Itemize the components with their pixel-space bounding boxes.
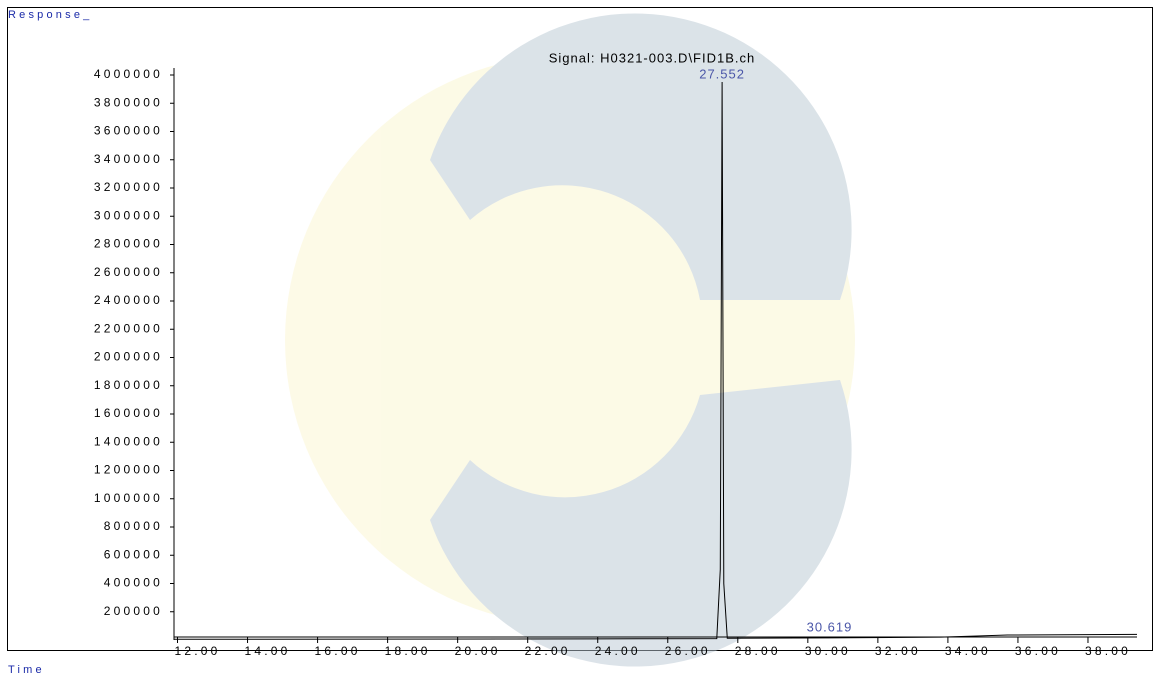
x-tick-label: 32.00 xyxy=(875,644,921,658)
x-tick-label: 28.00 xyxy=(735,644,781,658)
x-tick-label: 38.00 xyxy=(1085,644,1131,658)
y-tick-label: 3000000 xyxy=(94,208,163,222)
y-tick-label: 800000 xyxy=(104,519,163,533)
y-tick-label: 1400000 xyxy=(94,434,163,448)
chart-title: Signal: H0321-003.D\FID1B.ch xyxy=(549,50,755,65)
x-tick-label: 26.00 xyxy=(665,644,711,658)
y-axis-label: Response_ xyxy=(8,9,92,21)
y-tick-label: 3600000 xyxy=(94,124,163,138)
y-tick-label: 2200000 xyxy=(94,321,163,335)
x-tick-label: 12.00 xyxy=(174,644,220,658)
y-tick-label: 3200000 xyxy=(94,180,163,194)
y-tick-label: 4000000 xyxy=(94,67,163,81)
x-tick-label: 16.00 xyxy=(315,644,361,658)
x-tick-label: 34.00 xyxy=(945,644,991,658)
x-tick-label: 18.00 xyxy=(385,644,431,658)
y-tick-label: 2000000 xyxy=(94,350,163,364)
y-tick-label: 200000 xyxy=(104,604,163,618)
y-tick-label: 2600000 xyxy=(94,265,163,279)
y-tick-label: 600000 xyxy=(104,547,163,561)
y-tick-label: 400000 xyxy=(104,576,163,590)
y-tick-label: 2800000 xyxy=(94,237,163,251)
peak-label: 30.619 xyxy=(807,619,853,634)
y-tick-label: 3400000 xyxy=(94,152,163,166)
x-tick-label: 14.00 xyxy=(245,644,291,658)
x-tick-label: 20.00 xyxy=(455,644,501,658)
x-axis-label: Time xyxy=(8,664,45,676)
y-tick-label: 1000000 xyxy=(94,491,163,505)
y-tick-label: 3800000 xyxy=(94,95,163,109)
x-tick-label: 36.00 xyxy=(1015,644,1061,658)
y-tick-label: 1800000 xyxy=(94,378,163,392)
x-tick-label: 24.00 xyxy=(595,644,641,658)
y-tick-label: 1600000 xyxy=(94,406,163,420)
x-tick-label: 30.00 xyxy=(805,644,851,658)
watermark xyxy=(285,13,855,666)
chart: Response_ Time Signal: H0321-003.D\FID1B… xyxy=(0,0,1153,677)
x-tick-label: 22.00 xyxy=(525,644,571,658)
y-tick-label: 1200000 xyxy=(94,463,163,477)
y-tick-label: 2400000 xyxy=(94,293,163,307)
peak-label: 27.552 xyxy=(699,66,745,81)
